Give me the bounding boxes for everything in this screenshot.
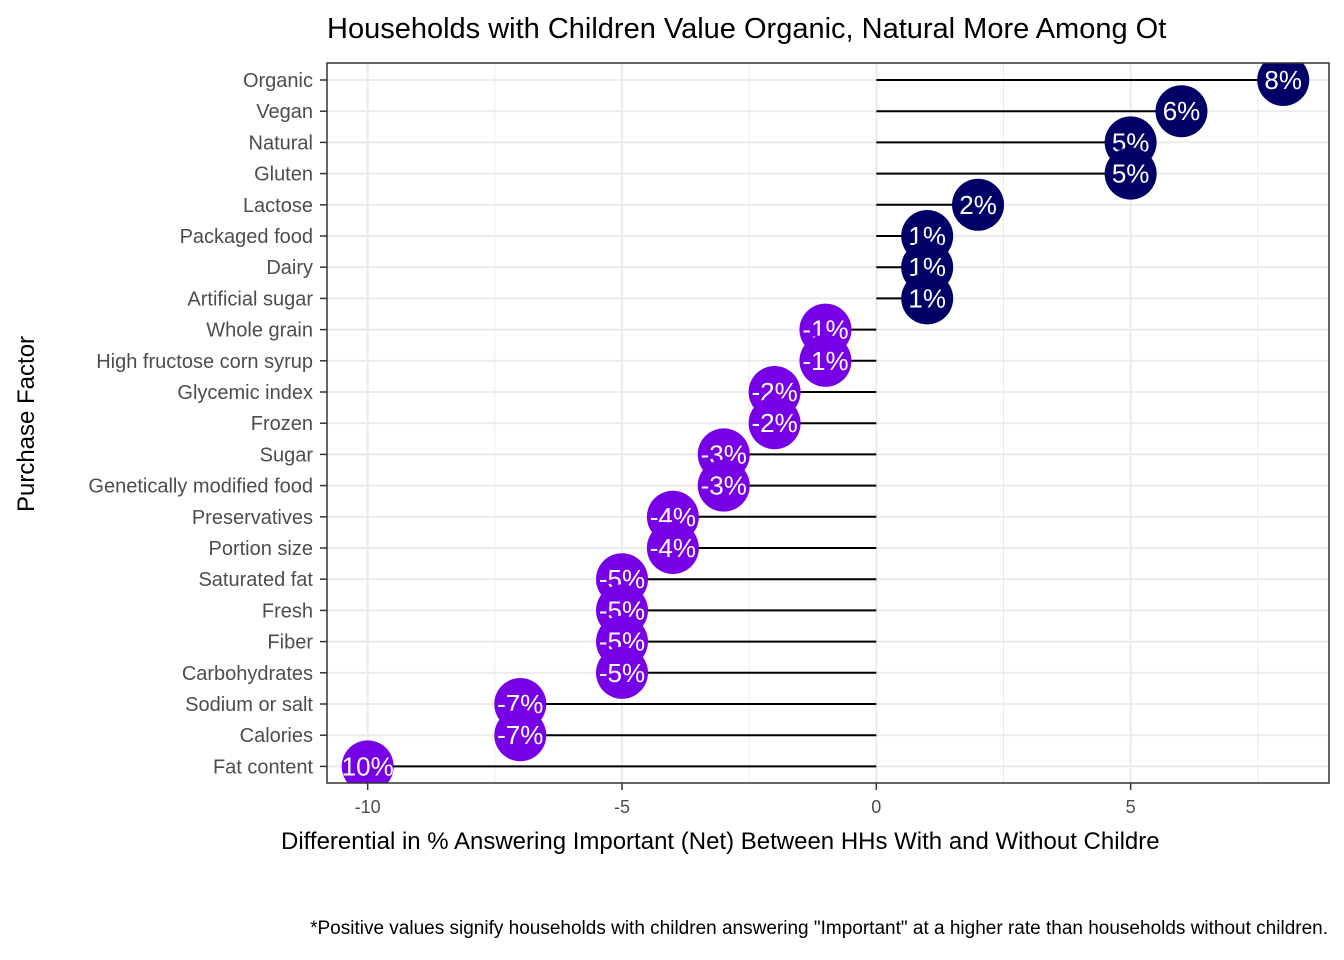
chart-caption: *Positive values signify households with…	[310, 918, 1328, 939]
lollipop-point	[596, 646, 649, 699]
data-label: 2%	[959, 190, 997, 220]
y-tick-label: Calories	[240, 725, 313, 747]
y-tick-label: Natural	[249, 132, 313, 154]
y-tick-label: Fiber	[267, 632, 313, 654]
lollipop-point	[646, 522, 699, 574]
x-tick-label: 0	[871, 797, 881, 817]
chart-title: Households with Children Value Organic, …	[327, 13, 1166, 45]
lollipop-point	[1155, 85, 1208, 138]
y-tick-label: Saturated fat	[198, 569, 313, 591]
data-label: 10%	[342, 751, 394, 781]
x-tick-label: 5	[1126, 797, 1136, 817]
y-tick-label: Sugar	[260, 444, 314, 466]
y-tick-label: Artificial sugar	[187, 288, 313, 310]
y-tick-label: Whole grain	[206, 320, 313, 342]
y-tick-label: Glycemic index	[177, 382, 313, 404]
y-tick-label: Fat content	[213, 756, 314, 778]
x-axis-title: Differential in % Answering Important (N…	[281, 828, 1160, 855]
lollipop-point	[952, 178, 1005, 231]
y-tick-label: Frozen	[251, 413, 313, 435]
lollipop-point	[748, 397, 801, 450]
lollipop-point	[1104, 147, 1157, 200]
lollipop-point	[799, 334, 852, 387]
y-tick-label: Lactose	[243, 195, 313, 217]
y-tick-label: Preservatives	[192, 507, 313, 529]
y-axis-title: Purchase Factor	[13, 336, 40, 512]
y-tick-label: Portion size	[209, 538, 314, 560]
data-label: 5%	[1112, 159, 1150, 189]
panel-border	[326, 62, 1330, 784]
data-label: -5%	[599, 658, 645, 688]
y-tick-label: Sodium or salt	[185, 694, 313, 716]
data-label: 8%	[1264, 65, 1302, 95]
marks-group: 8%6%5%5%2%1%1%1%-1%-1%-2%-2%-3%-3%-4%-4%…	[341, 63, 1310, 783]
x-tick-label: -5	[614, 797, 630, 817]
y-tick-label: Dairy	[266, 257, 313, 279]
y-tick-label: Packaged food	[180, 226, 313, 248]
lollipop-point	[341, 740, 394, 783]
data-label: -2%	[751, 408, 797, 438]
data-label: -4%	[650, 533, 696, 563]
data-label: -3%	[701, 471, 747, 501]
data-label: 1%	[908, 283, 946, 313]
x-tick-label: -10	[355, 797, 381, 817]
data-label: 6%	[1163, 96, 1201, 126]
y-tick-label: Fresh	[262, 600, 313, 622]
y-tick-label: Genetically modified food	[88, 476, 313, 498]
y-tick-label: Gluten	[254, 164, 313, 186]
y-tick-label: Vegan	[256, 101, 313, 123]
lollipop-point	[494, 709, 547, 762]
y-tick-label: Carbohydrates	[182, 663, 313, 685]
y-tick-label: High fructose corn syrup	[96, 351, 313, 373]
data-label: -1%	[802, 346, 848, 376]
lollipop-point	[1257, 63, 1310, 106]
lollipop-point	[901, 272, 954, 325]
data-label: -7%	[497, 720, 543, 750]
y-tick-label: Organic	[243, 70, 313, 92]
plot-panel: 8%6%5%5%2%1%1%1%-1%-1%-2%-2%-3%-3%-4%-4%…	[88, 62, 1330, 817]
lollipop-point	[697, 459, 750, 512]
